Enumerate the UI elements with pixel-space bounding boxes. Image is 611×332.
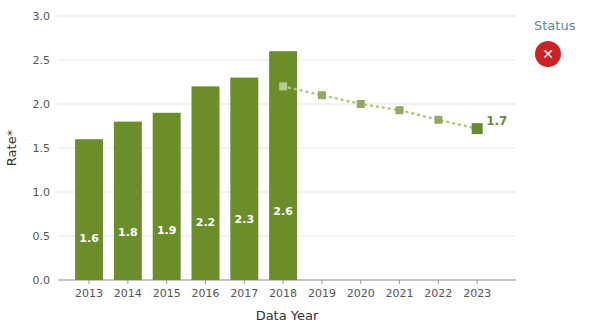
legend-title: Status (534, 18, 576, 33)
x-tick-label: 2018 (269, 287, 297, 300)
x-tick (166, 280, 167, 284)
x-tick-label: 2016 (191, 287, 219, 300)
marker (434, 116, 442, 124)
y-tick-label: 0.5 (33, 230, 51, 243)
x-tick (399, 280, 400, 284)
marker (472, 123, 483, 134)
grid-line (58, 16, 516, 17)
x-tick-label: 2017 (230, 287, 258, 300)
point-label: 1.7 (486, 114, 507, 128)
x-tick-label: 2023 (463, 287, 491, 300)
bar-label: 2.3 (235, 213, 255, 226)
chart: 0.0 0.5 1.0 1.5 2.0 2.5 3.0 2013 2014 2015 2016 201… (0, 0, 611, 332)
x-tick (89, 280, 90, 284)
x-tick (283, 280, 284, 284)
y-tick-label: 2.0 (33, 98, 51, 111)
x-tick-label: 2014 (114, 287, 142, 300)
y-tick-label: 1.5 (33, 142, 51, 155)
x-tick-label: 2022 (424, 287, 452, 300)
bar (192, 86, 220, 280)
bar (75, 139, 103, 280)
bar (269, 51, 297, 280)
x-tick (205, 280, 206, 284)
labels: 1.6 1.8 1.9 2.2 2.3 2.6 1.7 (79, 114, 507, 245)
x-tick-label: 2021 (386, 287, 414, 300)
y-tick-label: 2.5 (33, 54, 51, 67)
x-axis-label: Data Year (256, 308, 319, 323)
x-tick (127, 280, 128, 284)
line (283, 86, 477, 128)
marker (357, 100, 365, 108)
x-tick (477, 280, 478, 284)
y-tick-label: 3.0 (33, 10, 51, 23)
marker (279, 82, 287, 90)
bar (114, 122, 142, 280)
x-tick-label: 2015 (153, 287, 181, 300)
bar (153, 113, 181, 280)
x-tick (438, 280, 439, 284)
x-tick (360, 280, 361, 284)
bar-label: 1.6 (79, 232, 99, 245)
y-tick-label: 1.0 (33, 186, 51, 199)
bar-label: 2.2 (196, 216, 216, 229)
x-tick-label: 2019 (308, 287, 336, 300)
y-tick-label: 0.0 (33, 274, 51, 287)
status-icon-symbol: ✕ (542, 46, 554, 62)
x-tick-label: 2013 (75, 287, 103, 300)
x-tick (244, 280, 245, 284)
plot-area (75, 51, 483, 280)
marker (396, 106, 404, 114)
bar (230, 78, 258, 280)
status-icon (535, 41, 561, 67)
x-tick-label: 2020 (347, 287, 375, 300)
bar-label: 2.6 (273, 205, 293, 218)
marker (318, 91, 326, 99)
bar-label: 1.8 (118, 226, 138, 239)
x-tick (321, 280, 322, 284)
y-axis-label: Rate* (4, 129, 19, 166)
bar-label: 1.9 (157, 224, 177, 237)
